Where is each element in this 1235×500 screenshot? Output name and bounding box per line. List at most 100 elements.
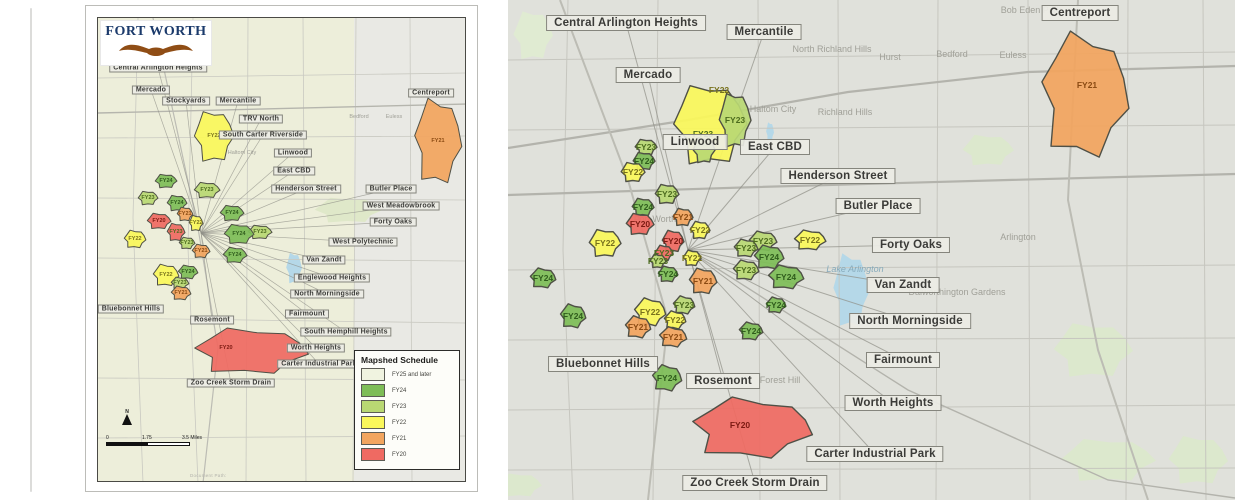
fy-tag: FY22 — [594, 238, 616, 248]
legend-item-label: FY24 — [392, 387, 407, 394]
basemap-place-label: Euless — [386, 114, 403, 120]
neighborhood-label: Linwood — [662, 134, 728, 150]
fy-tag: FY20 — [629, 219, 651, 229]
neighborhood-label: Butler Place — [835, 198, 921, 214]
neighborhood-label: Fairmount — [284, 309, 330, 319]
mapshed-polygon-fy21 — [672, 207, 694, 227]
fy-tag: FY20 — [152, 218, 166, 224]
mapshed-polygon-fy22 — [689, 220, 711, 240]
mapshed-polygon-fy23 — [649, 253, 667, 269]
mapshed-polygon-fy21 — [624, 315, 652, 339]
basemap-place-label: North Richland Hills — [792, 44, 872, 54]
basemap-place-label: Lake Arlington — [826, 264, 883, 274]
fy-tag: FY24 — [232, 231, 246, 237]
fy-tag: FY22 — [664, 315, 686, 325]
legend-item: FY23 — [361, 400, 453, 413]
fy-tag: FY23 — [200, 187, 214, 193]
label-leader-line — [185, 100, 202, 234]
neighborhood-label: Mercado — [131, 85, 171, 95]
mapshed-polygon-fy22 — [193, 111, 235, 162]
road-line — [98, 317, 465, 324]
neighborhood-label: Carter Industrial Park — [277, 359, 361, 369]
legend-item: FY21 — [361, 432, 453, 445]
mapshed-polygon-fy22 — [620, 161, 646, 183]
road-line — [352, 18, 357, 481]
neighborhood-label: Butler Place — [365, 184, 417, 194]
road-line — [508, 467, 1235, 471]
fy-tag: FY21 — [431, 138, 445, 144]
neighborhood-label: Forty Oaks — [871, 237, 951, 253]
road-line — [508, 124, 1235, 131]
fy-tag: FY21 — [672, 212, 694, 222]
fy-tag: FY21 — [174, 290, 188, 296]
legend-item: FY24 — [361, 384, 453, 397]
mapshed-polygon-fy22 — [793, 229, 827, 251]
neighborhood-label: East CBD — [739, 139, 811, 155]
legend-swatch — [361, 400, 385, 413]
mapshed-polygon-fy23 — [193, 181, 221, 199]
legend-swatch — [361, 384, 385, 397]
fy-tag: FY20 — [729, 420, 751, 430]
road-line — [1125, 0, 1129, 500]
basemap-place-label: Dalworthington Gardens — [908, 287, 1006, 297]
mapshed-polygon-fy23 — [137, 190, 159, 206]
road-line — [837, 0, 841, 500]
park-area — [508, 473, 542, 497]
fy-tag: FY21 — [692, 276, 714, 286]
scale-bar: 0 1.75 3.5 Miles — [106, 435, 214, 451]
fy-tag: FY22 — [159, 272, 173, 278]
legend-title: Mapshed Schedule — [361, 355, 438, 365]
mapshed-polygon-fy23 — [672, 295, 696, 315]
road-line — [98, 257, 465, 262]
neighborhood-label: TRV North — [238, 114, 284, 124]
fy-tag: FY22 — [128, 236, 142, 242]
neighborhood-label: Worth Heights — [286, 343, 346, 353]
legend: Mapshed Schedule FY25 and later FY24 FY23 F… — [354, 350, 460, 470]
mapshed-polygon-fy24 — [219, 204, 245, 222]
fy-tag: FY24 — [633, 156, 655, 166]
road-line — [687, 249, 1235, 499]
page-edge-line — [30, 8, 32, 492]
fy-tag: FY23 — [673, 300, 695, 310]
neighborhood-label: East CBD — [273, 166, 315, 176]
fy-tag: FY21 — [178, 211, 192, 217]
road-line — [562, 0, 574, 500]
neighborhood-label: West Meadowbrook — [362, 201, 440, 211]
fy-tag: FY21 — [1076, 80, 1098, 90]
mapshed-polygon-fy21 — [688, 267, 718, 295]
fy-tag: FY23 — [653, 248, 675, 258]
basemap-place-label: Arlington — [1000, 232, 1036, 242]
road-line — [508, 264, 1235, 271]
mapshed-polygon-fy21 — [658, 326, 688, 348]
legend-item-label: FY25 and later — [392, 371, 432, 378]
road-line — [98, 72, 465, 79]
basemap-place-label: Bedford — [349, 114, 368, 120]
neighborhood-label: Bluebonnet Hills — [98, 304, 165, 314]
fy-tag: FY21 — [194, 248, 208, 254]
scale-mid: 1.75 — [142, 435, 152, 441]
fy-tag: FY22 — [189, 220, 203, 226]
fy-tag: FY22 — [639, 307, 661, 317]
mapshed-polygon-fy20 — [692, 396, 814, 459]
label-leader-line — [200, 134, 264, 234]
mapshed-polygon-fy23 — [732, 259, 760, 281]
mapshed-polygon-fy23 — [654, 183, 680, 205]
mapshed-polygon-fy24 — [223, 223, 255, 244]
longhorn-icon — [119, 44, 193, 56]
road-line — [559, 0, 670, 500]
neighborhood-label: South Hemphill Heights — [300, 327, 392, 337]
fy-tag: FY24 — [775, 272, 797, 282]
label-leader-line — [200, 100, 239, 234]
mapshed-polygon-fy22 — [123, 229, 147, 249]
fy-tag: FY22 — [681, 253, 703, 263]
basemap-place-label: Fort Worth — [634, 214, 676, 224]
legend-swatch — [361, 416, 385, 429]
label-leader-line — [687, 249, 876, 455]
lake-area — [766, 122, 774, 142]
road-line — [508, 337, 1235, 341]
legend-item-label: FY22 — [392, 419, 407, 426]
mapshed-polygon-fy24 — [166, 194, 188, 212]
mapshed-polygon-fy22 — [152, 263, 180, 286]
fort-worth-logo: FORT WORTH — [100, 20, 212, 66]
basemap-place-label: Euless — [999, 50, 1027, 60]
